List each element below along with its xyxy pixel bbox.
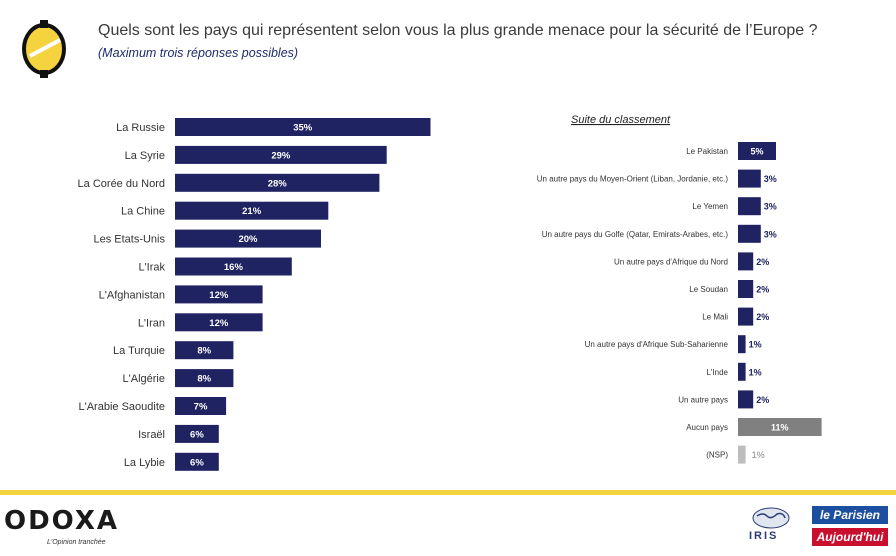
right-bar xyxy=(738,224,761,243)
left-value-label: 21% xyxy=(242,206,262,217)
right-panel-heading: Suite du classement xyxy=(571,114,671,126)
left-value-label: 29% xyxy=(271,150,291,161)
right-category-label: Le Pakistan xyxy=(686,147,728,156)
right-value-label: 1% xyxy=(752,450,765,460)
right-bar xyxy=(738,142,776,160)
left-bar xyxy=(175,201,329,220)
left-bar xyxy=(175,313,263,332)
left-category-label: La Lybie xyxy=(124,457,165,469)
left-value-label: 12% xyxy=(209,290,229,301)
left-bar xyxy=(175,229,321,248)
right-bar xyxy=(738,418,822,436)
right-bar xyxy=(738,445,746,464)
right-bar xyxy=(738,390,754,409)
right-value-label: 11% xyxy=(771,423,789,433)
left-value-label: 8% xyxy=(197,374,211,385)
right-value-label: 2% xyxy=(756,257,769,267)
footer-divider xyxy=(0,490,896,495)
left-bar xyxy=(175,285,263,304)
left-value-label: 20% xyxy=(238,234,258,245)
left-category-label: L'Afghanistan xyxy=(99,289,165,301)
left-category-label: La Chine xyxy=(121,206,165,218)
left-category-label: L'Algérie xyxy=(123,373,165,385)
left-category-label: La Turquie xyxy=(113,345,165,357)
right-value-label: 3% xyxy=(764,174,777,184)
right-value-label: 5% xyxy=(750,147,763,157)
left-bar xyxy=(175,424,219,443)
right-bar xyxy=(738,307,754,326)
left-category-label: Les Etats-Unis xyxy=(93,234,165,246)
right-bar xyxy=(738,335,746,354)
aujourdhui-logo: Aujourd'hui xyxy=(812,528,888,546)
right-category-label: Un autre pays d'Afrique du Nord xyxy=(614,257,728,266)
right-bar xyxy=(738,252,754,271)
right-category-label: Un autre pays du Moyen-Orient (Liban, Jo… xyxy=(537,175,729,184)
right-category-label: Un autre pays d'Afrique Sub-Saharienne xyxy=(585,340,729,349)
right-value-label: 2% xyxy=(756,395,769,405)
right-value-label: 1% xyxy=(749,340,762,350)
left-category-label: La Russie xyxy=(116,122,165,134)
left-category-label: Israël xyxy=(138,429,165,441)
left-bar xyxy=(175,257,292,276)
left-bar xyxy=(175,145,387,164)
left-value-label: 8% xyxy=(197,346,211,357)
left-bar xyxy=(175,118,431,136)
globe-icon xyxy=(752,507,790,529)
left-category-label: La Corée du Nord xyxy=(78,178,165,190)
right-category-label: Un autre pays du Golfe (Qatar, Emirats-A… xyxy=(542,230,729,239)
left-bar xyxy=(175,397,227,415)
right-category-label: L'Inde xyxy=(706,368,728,377)
left-value-label: 6% xyxy=(190,457,204,468)
left-category-label: L'Irak xyxy=(138,262,165,274)
left-value-label: 6% xyxy=(190,429,204,440)
right-value-label: 2% xyxy=(756,312,769,322)
left-value-label: 35% xyxy=(293,123,313,134)
page-title: Quels sont les pays qui représentent sel… xyxy=(98,22,818,39)
iris-logo: IRIS xyxy=(749,530,779,542)
right-category-label: (NSP) xyxy=(706,451,728,460)
left-value-label: 12% xyxy=(209,318,229,329)
left-bar xyxy=(175,369,234,388)
left-category-label: L'Iran xyxy=(138,317,165,329)
left-value-label: 16% xyxy=(224,262,244,273)
right-value-label: 2% xyxy=(756,285,769,295)
right-bar xyxy=(738,197,761,216)
left-category-label: L'Arabie Saoudite xyxy=(79,401,166,413)
right-category-label: Le Soudan xyxy=(689,285,728,294)
right-value-label: 1% xyxy=(749,367,762,377)
left-bar xyxy=(175,452,219,471)
right-category-label: Le Mali xyxy=(702,313,728,322)
left-value-label: 7% xyxy=(194,402,208,413)
right-bar xyxy=(738,280,754,298)
odoxa-tagline: L'Opinion tranchée xyxy=(47,539,106,546)
left-category-label: La Syrie xyxy=(125,150,165,162)
right-category-label: Un autre pays xyxy=(678,395,728,404)
odoxa-brand: ODOXA xyxy=(4,506,120,536)
right-value-label: 3% xyxy=(764,202,777,212)
le-parisien-logo: le Parisien xyxy=(812,506,888,524)
right-value-label: 3% xyxy=(764,229,777,239)
right-bar xyxy=(738,169,761,188)
right-bar xyxy=(738,362,746,381)
odoxa-logo-icon xyxy=(22,20,66,78)
left-bar xyxy=(175,173,380,192)
left-value-label: 28% xyxy=(268,178,288,189)
right-category-label: Aucun pays xyxy=(686,423,728,432)
right-category-label: Le Yemen xyxy=(692,202,728,211)
chart-area: La Russie 35% La Syrie 29% La Corée du Nord 2… xyxy=(78,114,822,471)
page-subtitle: (Maximum trois réponses possibles) xyxy=(98,46,299,60)
left-bar xyxy=(175,341,234,360)
